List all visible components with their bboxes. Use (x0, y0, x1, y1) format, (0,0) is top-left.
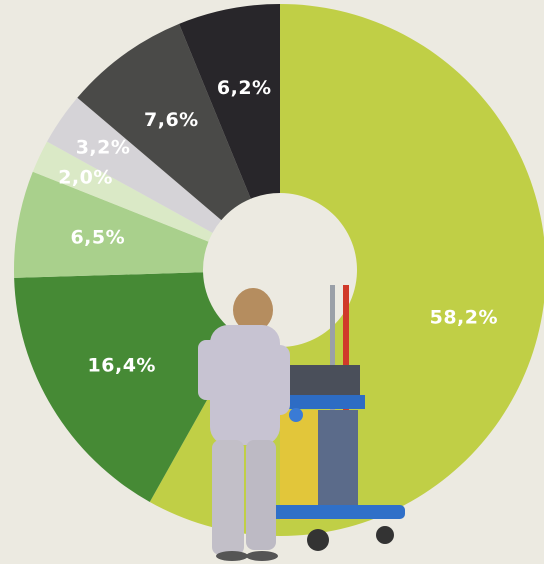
slice (32, 141, 213, 242)
value-label: 2,0% (58, 167, 113, 189)
value-label: 6,5% (70, 226, 125, 248)
value-label: 16,4% (88, 354, 156, 376)
slice (14, 171, 209, 278)
slices (14, 4, 544, 536)
value-label: 58,2% (430, 307, 498, 329)
labels: 58,2% 16,4% 6,5% 2,0% 3,2% 7,6% 6,2% (58, 77, 498, 376)
value-label: 7,6% (144, 109, 199, 131)
slice (47, 97, 222, 233)
slice (14, 272, 243, 502)
value-label: 3,2% (76, 136, 131, 158)
value-label: 6,2% (217, 77, 272, 99)
slice (179, 4, 280, 199)
slice (77, 23, 251, 221)
cleaner-photo (198, 285, 405, 561)
